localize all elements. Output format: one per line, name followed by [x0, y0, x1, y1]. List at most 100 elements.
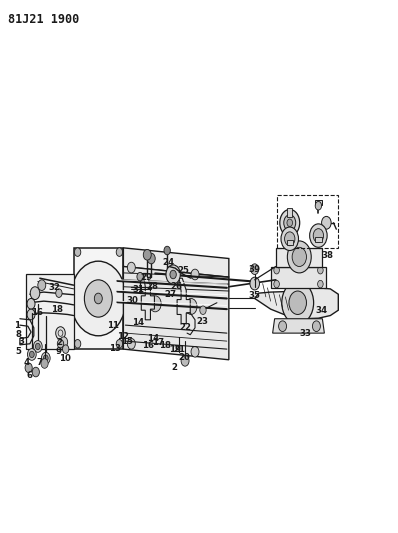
Text: 9: 9: [56, 348, 62, 356]
Circle shape: [84, 280, 112, 317]
Circle shape: [287, 219, 293, 227]
Circle shape: [25, 363, 32, 373]
Text: 11: 11: [107, 321, 119, 329]
Circle shape: [41, 359, 48, 368]
Text: 7: 7: [37, 358, 43, 367]
Text: 36: 36: [312, 231, 324, 240]
Polygon shape: [276, 248, 322, 266]
Bar: [287, 240, 293, 245]
Text: 16: 16: [142, 341, 154, 350]
Circle shape: [322, 216, 331, 229]
Polygon shape: [255, 288, 338, 319]
Circle shape: [312, 321, 320, 332]
Polygon shape: [141, 273, 154, 320]
Text: 34: 34: [316, 306, 328, 314]
Bar: [315, 200, 322, 205]
Circle shape: [284, 215, 296, 231]
Circle shape: [170, 270, 176, 279]
Circle shape: [313, 229, 324, 243]
Text: 27: 27: [164, 290, 176, 299]
Circle shape: [310, 224, 327, 247]
Circle shape: [27, 298, 35, 309]
Circle shape: [287, 241, 311, 273]
Text: 19: 19: [169, 345, 181, 353]
Circle shape: [191, 346, 199, 357]
Circle shape: [74, 340, 81, 348]
Circle shape: [289, 291, 306, 314]
Circle shape: [200, 306, 206, 314]
Circle shape: [147, 253, 155, 264]
Circle shape: [56, 289, 62, 297]
Circle shape: [32, 367, 39, 377]
Bar: [277, 195, 338, 248]
Circle shape: [116, 340, 123, 348]
Circle shape: [250, 277, 259, 290]
Circle shape: [29, 351, 34, 358]
Text: 3: 3: [18, 337, 24, 345]
Circle shape: [280, 209, 300, 236]
Circle shape: [57, 340, 64, 348]
Circle shape: [127, 262, 135, 273]
Text: 28: 28: [146, 282, 158, 291]
Circle shape: [143, 249, 151, 260]
Text: 18: 18: [159, 341, 171, 350]
Circle shape: [43, 355, 48, 361]
Circle shape: [282, 281, 314, 324]
Circle shape: [62, 345, 69, 353]
Text: 14: 14: [133, 318, 144, 327]
Text: 18: 18: [51, 305, 63, 313]
Text: 5: 5: [16, 348, 21, 356]
Text: 33: 33: [300, 329, 312, 337]
Polygon shape: [26, 274, 74, 349]
Circle shape: [315, 201, 322, 210]
Circle shape: [30, 287, 40, 300]
Circle shape: [166, 265, 180, 284]
Bar: [315, 237, 322, 242]
Circle shape: [285, 232, 295, 246]
Circle shape: [274, 266, 279, 274]
Text: 25: 25: [177, 266, 189, 274]
Text: 30: 30: [126, 296, 138, 304]
Text: 35: 35: [248, 292, 260, 300]
Circle shape: [251, 264, 259, 274]
Text: 4: 4: [24, 358, 30, 367]
Circle shape: [279, 321, 287, 332]
Polygon shape: [123, 248, 229, 277]
Text: 2: 2: [171, 364, 178, 372]
Circle shape: [27, 309, 35, 320]
Text: 6: 6: [26, 372, 32, 380]
Circle shape: [181, 356, 189, 366]
Text: 24: 24: [162, 258, 174, 266]
Circle shape: [281, 227, 298, 251]
Text: 12: 12: [117, 333, 129, 341]
Polygon shape: [123, 266, 229, 360]
Circle shape: [116, 248, 123, 256]
Circle shape: [74, 248, 81, 256]
Text: 10: 10: [59, 354, 71, 363]
Text: 15: 15: [121, 337, 133, 345]
Circle shape: [56, 327, 65, 340]
Text: 1: 1: [14, 321, 20, 329]
Circle shape: [137, 272, 143, 281]
Circle shape: [38, 280, 46, 290]
Circle shape: [127, 338, 135, 349]
Polygon shape: [74, 248, 123, 349]
Text: 29: 29: [140, 273, 152, 281]
Text: 13: 13: [109, 344, 121, 352]
Text: 81J21 1900: 81J21 1900: [8, 13, 79, 26]
Text: 8: 8: [16, 330, 22, 338]
Text: 22: 22: [180, 324, 192, 332]
Text: 2: 2: [56, 338, 62, 346]
Text: 26: 26: [170, 282, 182, 290]
Circle shape: [60, 337, 68, 348]
Text: 32: 32: [49, 284, 61, 292]
Polygon shape: [177, 278, 190, 324]
Circle shape: [318, 266, 323, 274]
Circle shape: [94, 293, 102, 304]
Text: 31: 31: [133, 285, 144, 294]
Circle shape: [274, 280, 279, 288]
Circle shape: [191, 269, 199, 280]
Bar: [287, 208, 292, 217]
Text: 17: 17: [152, 338, 164, 346]
Circle shape: [70, 261, 126, 336]
